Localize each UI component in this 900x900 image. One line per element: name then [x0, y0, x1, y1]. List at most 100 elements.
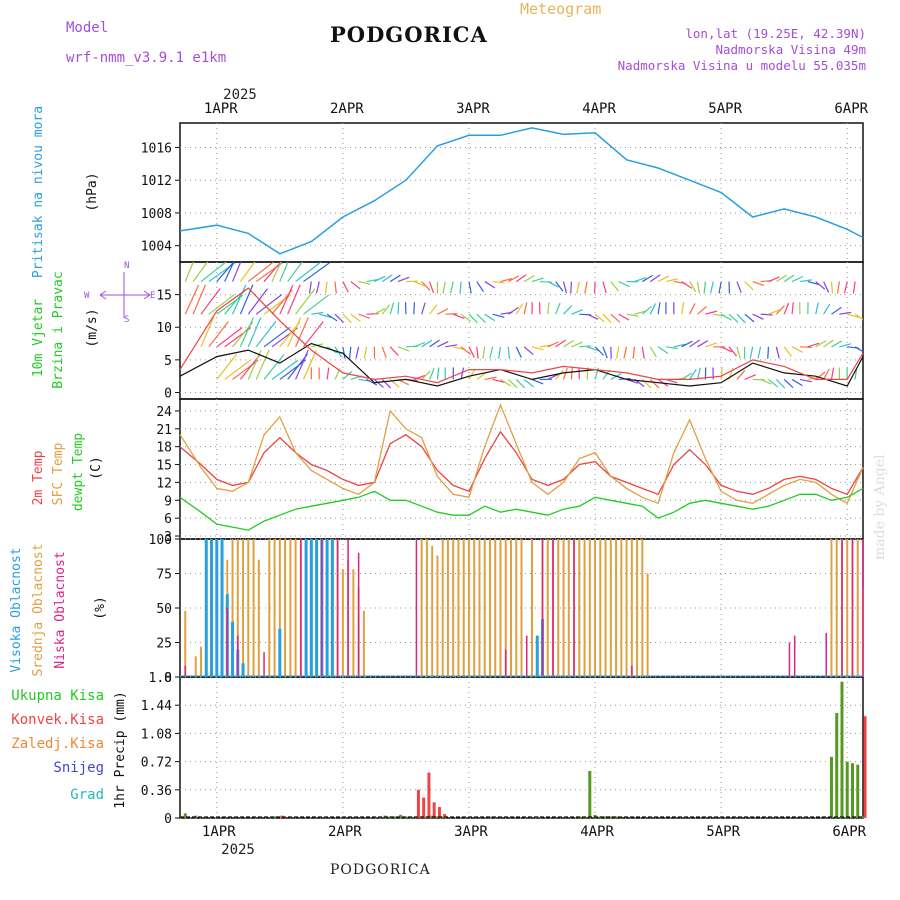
- wind-arrow: [334, 281, 337, 294]
- cloud-mid-bar: [636, 539, 639, 677]
- wind-arrow: [482, 346, 486, 359]
- wind-arrow: [358, 313, 371, 319]
- wind-arrow: [374, 275, 386, 283]
- wind-arrow: [815, 302, 819, 315]
- cloud-label: Visoka Oblacnost Srednja Oblacnost Niska…: [9, 543, 108, 676]
- cloud-low-bar: [504, 649, 507, 677]
- precip-total-bar: [273, 816, 277, 818]
- wind-arrow: [744, 313, 755, 323]
- wind-arrow: [515, 303, 524, 315]
- wind-arrow: [791, 275, 804, 283]
- wind-arrow: [799, 279, 812, 283]
- wind-ytick-label: 10: [156, 321, 172, 336]
- wind-arrow: [397, 276, 410, 283]
- wind-arrow: [255, 349, 270, 380]
- wind-unit: (m/s): [85, 308, 100, 347]
- wind-arrow: [586, 346, 599, 352]
- compass-north: N: [124, 261, 129, 271]
- wind-arrow: [381, 346, 387, 359]
- cloud-mid-bar: [604, 539, 607, 677]
- cloud-mid-bar: [625, 539, 628, 677]
- wind-arrow: [363, 346, 368, 359]
- wind-arrow: [681, 340, 693, 348]
- wind-arrow: [752, 313, 764, 320]
- wind-arrow: [696, 367, 701, 380]
- day-label-top: 5APR: [708, 101, 742, 117]
- wind-arrow: [192, 284, 207, 315]
- cloud-mid-bar: [431, 545, 434, 677]
- cloud-low-bar: [788, 642, 791, 677]
- wind-arrow: [783, 346, 792, 357]
- wind-arrow: [342, 370, 353, 380]
- wind-arrow: [492, 378, 505, 383]
- wind-arrow: [689, 369, 697, 380]
- wind-arrow: [579, 345, 592, 348]
- cloud-low-bar: [237, 635, 239, 677]
- wind-arrow: [247, 288, 269, 315]
- temp-label: 2m Temp SFC Temp dewpt Temp (C): [31, 433, 104, 511]
- cloud-mid-ylabel: Srednja Oblacnost: [31, 543, 46, 676]
- wind-arrow: [632, 346, 636, 359]
- wind-arrow: [767, 346, 770, 359]
- wind-arrow: [255, 321, 277, 348]
- wind-arrow: [449, 281, 454, 294]
- legend-frozen-rain: Zaledj.Kisa: [11, 736, 104, 752]
- wind-arrow: [366, 313, 379, 315]
- wind-speed-line: [179, 342, 864, 387]
- cloud-low-bar: [552, 539, 554, 677]
- wind-arrow: [326, 367, 330, 380]
- wind-arrow: [311, 311, 324, 315]
- wind-arrow: [736, 313, 746, 324]
- wind-arrow: [689, 281, 697, 293]
- cloud-mid-bar: [546, 539, 549, 677]
- wind-arrow: [689, 303, 696, 315]
- precip-frame: [179, 676, 864, 819]
- sfc-temp-line: [179, 403, 864, 505]
- pressure-ytick-label: 1012: [141, 174, 172, 189]
- cloud-low-bar: [300, 539, 302, 677]
- day-label-top: 2APR: [330, 101, 364, 117]
- lonlat-label: lon,lat (19.25E, 42.39N): [685, 26, 866, 41]
- wind-arrow: [839, 311, 852, 315]
- wind-arrow: [421, 370, 431, 380]
- cloud-mid-bar: [509, 539, 512, 677]
- cloud-unit: (%): [93, 596, 108, 619]
- wind-arrow: [830, 367, 835, 380]
- wind-arrow: [201, 350, 214, 379]
- pressure-ylabel: Pritisak na nivou mora: [31, 106, 46, 278]
- precip-conv-bar: [437, 807, 441, 818]
- dewpt-line: [179, 487, 864, 531]
- temperature-ytick-label: 21: [156, 423, 172, 438]
- wind-arrow: [389, 302, 395, 315]
- wind-arrow: [342, 313, 352, 324]
- wind-arrow: [602, 281, 607, 294]
- day-label-bottom: 5APR: [706, 824, 740, 840]
- wind-arrow: [271, 359, 299, 380]
- wind-arrow: [854, 313, 863, 321]
- cloud-high-bar: [215, 539, 219, 677]
- model-elevation-label: Nadmorska Visina u modelu 55.035m: [617, 58, 866, 73]
- wind-arrow: [705, 342, 717, 348]
- wind-arrow: [547, 302, 550, 315]
- wind-arrow: [555, 302, 561, 315]
- cloud-mid-bar: [856, 539, 859, 677]
- wind-arrow: [697, 340, 709, 348]
- wind-arrow: [247, 317, 262, 348]
- cloud-mid-bar: [531, 539, 534, 677]
- cloud-high-bar: [315, 539, 319, 677]
- wind-arrow: [421, 302, 426, 315]
- cloud-low-bar: [415, 539, 418, 677]
- wind-arrow: [720, 367, 723, 380]
- wind-arrow: [381, 379, 392, 389]
- cloud-mid-bar: [562, 539, 565, 677]
- precip-conv-bar: [432, 802, 436, 818]
- wind-arrow: [681, 281, 693, 289]
- cloud-mid-bar: [194, 656, 197, 677]
- cloud-high-bar: [535, 635, 539, 677]
- precip-total-bar: [861, 816, 865, 818]
- wind-ytick-label: 15: [156, 289, 172, 304]
- precip-conv-bar: [422, 797, 426, 818]
- wind-arrow: [468, 346, 475, 358]
- model-version: wrf-nmm_v3.9.1 e1km: [66, 50, 227, 66]
- dewpt-ylabel: dewpt Temp: [71, 433, 86, 511]
